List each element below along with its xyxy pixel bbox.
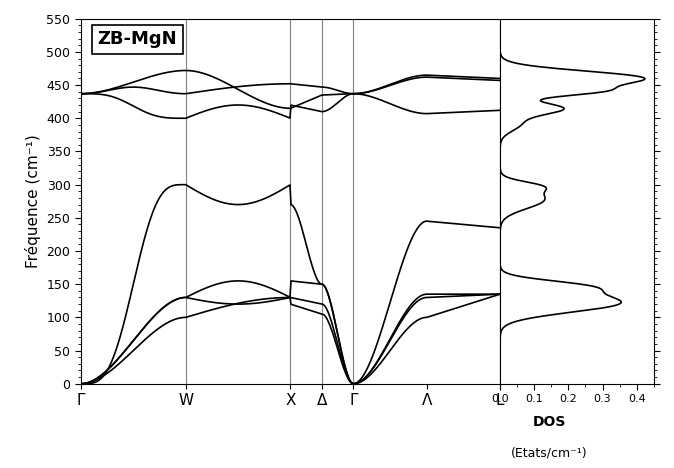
Text: ZB-MgN: ZB-MgN [98, 30, 177, 48]
Text: DOS: DOS [532, 415, 566, 429]
Y-axis label: Fréquence (cm⁻¹): Fréquence (cm⁻¹) [25, 134, 41, 268]
Text: (Etats/cm⁻¹): (Etats/cm⁻¹) [511, 446, 588, 459]
